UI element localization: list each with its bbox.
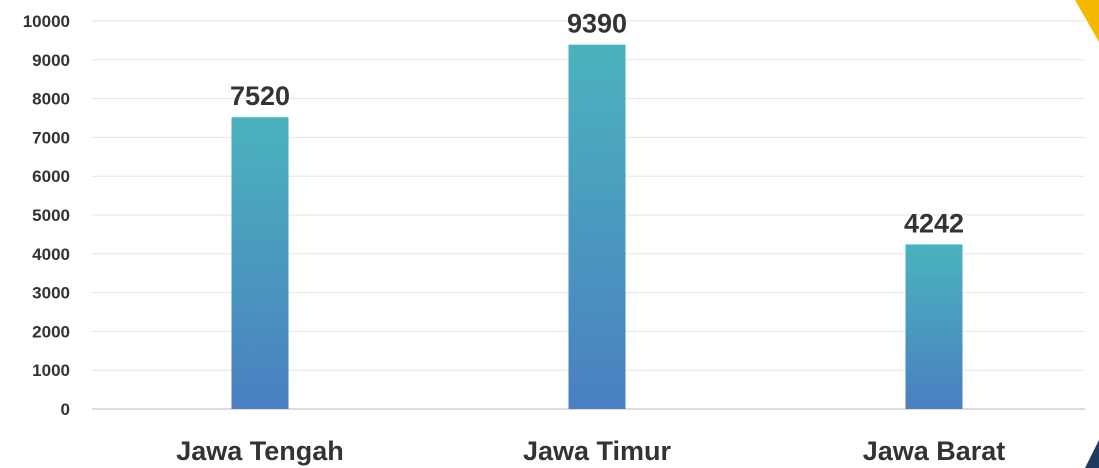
y-tick-label: 3000 [32,284,70,303]
data-labels: 7520 9390 4242 [230,9,964,239]
y-tick-label: 10000 [23,12,70,31]
y-tick-label: 2000 [32,322,70,341]
y-tick-label: 6000 [32,167,70,186]
category-label: Jawa Tengah [176,436,344,466]
category-label: Jawa Timur [523,436,672,466]
y-tick-label: 5000 [32,206,70,225]
y-tick-label: 1000 [32,361,70,380]
y-tick-label: 7000 [32,128,70,147]
y-tick-label: 4000 [32,245,70,264]
bars [231,44,963,409]
y-tick-label: 0 [61,400,70,419]
data-label: 7520 [230,81,290,111]
category-label: Jawa Barat [863,436,1006,466]
y-tick-label: 8000 [32,90,70,109]
corner-accent-top [1075,0,1099,42]
y-axis-ticks: 0 1000 2000 3000 4000 5000 6000 7000 8000 9000 100… [23,12,70,419]
y-tick-label: 9000 [32,51,70,70]
bar [568,44,626,409]
corner-accent-bottom [1085,440,1099,468]
x-axis-categories: Jawa Tengah Jawa Timur Jawa Barat [176,436,1005,466]
bar [231,117,289,409]
data-label: 9390 [567,9,627,39]
bar [905,244,963,409]
data-label: 4242 [904,208,964,238]
